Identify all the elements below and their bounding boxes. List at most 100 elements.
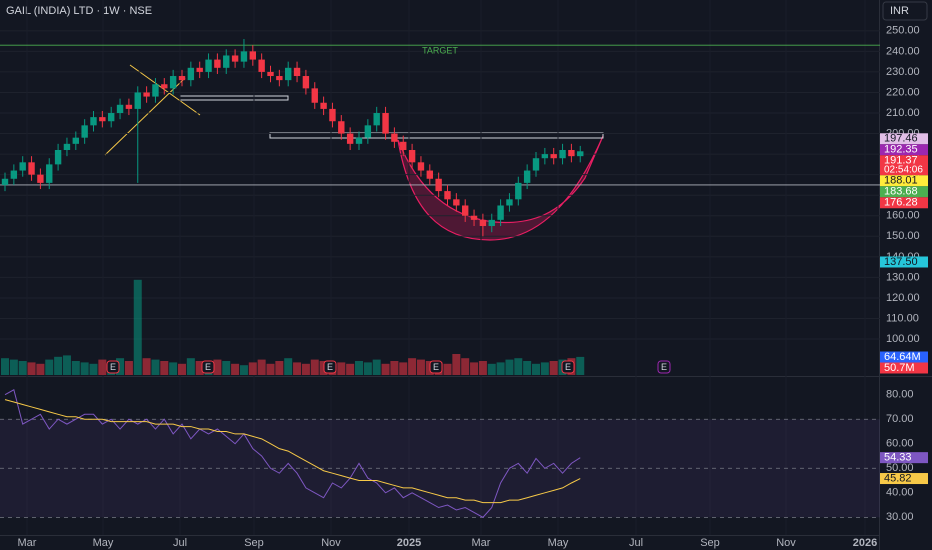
event-marker: E xyxy=(433,362,439,372)
candle-body xyxy=(178,76,186,81)
volume-bar xyxy=(540,362,549,375)
candle-body xyxy=(28,162,35,175)
candle-body xyxy=(338,121,345,134)
y-tick-label: 130.00 xyxy=(886,271,920,283)
price-tag xyxy=(880,186,928,198)
price-tag-label: 137.50 xyxy=(884,256,918,268)
volume-bar xyxy=(408,358,417,375)
price-tag-label: 191.37 xyxy=(884,155,918,167)
candle-body xyxy=(161,84,168,89)
volume-bar xyxy=(222,361,231,375)
volume-bar xyxy=(36,363,45,375)
y-tick-label: 160.00 xyxy=(886,210,920,222)
candle-body xyxy=(276,76,283,81)
volume-bar xyxy=(399,362,408,375)
price-tag xyxy=(880,197,928,209)
rsi-tag xyxy=(880,473,928,485)
candle-body xyxy=(223,55,230,68)
y-tick-label: 230.00 xyxy=(886,66,920,78)
price-tag-label: 183.68 xyxy=(884,186,918,198)
price-tag xyxy=(880,175,928,187)
candle-body xyxy=(63,143,71,150)
x-tick-label: May xyxy=(548,537,569,549)
volume-bar xyxy=(27,362,36,375)
y-tick-label: 240.00 xyxy=(886,45,920,57)
level-label: TARGET xyxy=(422,46,458,56)
y-tick-label: 110.00 xyxy=(886,312,919,324)
candle-body xyxy=(515,182,522,200)
candle-body xyxy=(568,150,575,157)
volume-bar xyxy=(89,363,98,375)
candle-body xyxy=(320,102,327,109)
volume-bar xyxy=(372,359,381,375)
volume-bar xyxy=(213,359,222,375)
volume-bar xyxy=(54,356,63,375)
candle-body xyxy=(559,150,566,159)
neckline-box xyxy=(269,132,604,139)
volume-bar xyxy=(266,363,275,375)
event-marker: E xyxy=(565,362,571,372)
y-tick-label: 30.00 xyxy=(886,511,914,523)
volume-bar xyxy=(80,362,89,375)
candle-body xyxy=(267,71,274,77)
candle-body xyxy=(293,67,301,77)
price-tag xyxy=(880,133,928,145)
volume-bar xyxy=(257,359,266,375)
rsi-tag-label: 45.82 xyxy=(884,472,912,484)
event-marker-box xyxy=(561,360,575,374)
volume-bar xyxy=(186,358,195,375)
candle-body xyxy=(382,113,389,134)
volume-bar xyxy=(301,363,310,375)
candle-body xyxy=(391,133,398,142)
volume-bar xyxy=(142,358,151,375)
volume-tag xyxy=(880,351,928,363)
volume-bar xyxy=(487,363,496,375)
candle-body xyxy=(54,150,62,165)
volume-bar xyxy=(505,359,514,375)
candle-body xyxy=(488,219,495,227)
event-marker: E xyxy=(661,362,667,372)
volume-bar xyxy=(151,359,160,375)
y-tick-label: 100.00 xyxy=(886,333,920,345)
x-tick-label: Mar xyxy=(18,537,37,549)
volume-bar xyxy=(293,362,302,375)
candle-body xyxy=(470,215,478,220)
candle-body xyxy=(355,137,363,144)
volume-bar xyxy=(275,361,284,375)
volume-bar xyxy=(9,359,18,375)
volume-bar xyxy=(452,354,461,375)
x-tick-label: Nov xyxy=(776,537,796,549)
countdown: 02:54:06 xyxy=(884,164,923,175)
volume-bar xyxy=(169,362,178,375)
candle-body xyxy=(214,59,221,68)
volume-tag-label: 50.7M xyxy=(884,362,915,374)
y-tick-label: 70.00 xyxy=(886,413,914,425)
currency-box xyxy=(882,1,928,21)
candle-body xyxy=(444,191,451,200)
event-marker-box xyxy=(106,360,120,374)
candle-body xyxy=(134,92,141,109)
candle-body xyxy=(346,133,354,144)
candle-body xyxy=(426,170,433,179)
candle-body xyxy=(169,76,177,89)
candle-body xyxy=(125,104,133,109)
volume-bar xyxy=(576,356,585,375)
trend-line xyxy=(129,64,201,116)
x-tick-label: Jul xyxy=(629,537,643,549)
candle-body xyxy=(523,170,531,183)
volume-bar xyxy=(239,365,248,375)
volume-bar xyxy=(443,363,452,375)
x-tick-label: 2026 xyxy=(853,537,877,549)
volume-tag xyxy=(880,362,928,374)
volume-bar xyxy=(549,361,558,375)
candle-body xyxy=(240,51,248,62)
candle-body xyxy=(364,125,372,138)
x-tick-label: Sep xyxy=(700,537,720,549)
rsi-tag-label: 54.33 xyxy=(884,452,912,464)
candle-body xyxy=(81,125,88,138)
price-tag-label: 176.28 xyxy=(884,197,918,209)
candle-body xyxy=(205,59,212,72)
event-marker-box xyxy=(201,360,215,374)
volume-bar xyxy=(284,358,293,375)
candle-body xyxy=(249,51,256,60)
